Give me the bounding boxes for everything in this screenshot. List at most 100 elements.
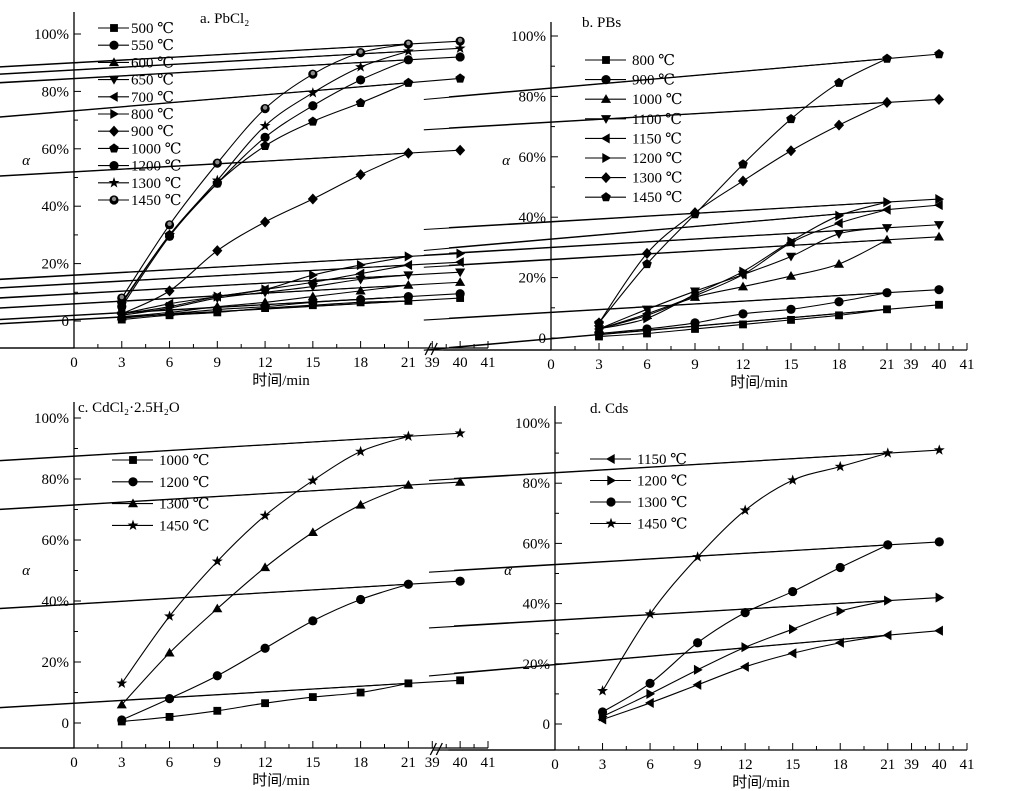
x-tick-label: 12 <box>258 755 273 771</box>
data-point <box>737 281 749 291</box>
series-line-tail <box>0 77 461 118</box>
series-1450C: 1450 ℃ <box>0 36 465 303</box>
x-tick-label: 39 <box>425 355 440 371</box>
legend-marker <box>108 91 118 102</box>
series-1200C: 1200 ℃ <box>0 475 465 725</box>
x-tick-label: 9 <box>214 755 222 771</box>
series-line <box>602 600 888 717</box>
legend-marker <box>108 75 120 85</box>
legend-marker <box>600 172 612 184</box>
data-point <box>260 562 271 572</box>
legend-marker <box>602 56 610 64</box>
data-point <box>355 97 366 107</box>
legend-label: 900 ℃ <box>131 124 174 140</box>
data-point <box>787 236 797 247</box>
data-point <box>597 707 608 717</box>
y-tick-label: 20% <box>42 655 70 671</box>
data-point <box>455 476 466 486</box>
data-point <box>260 216 271 228</box>
x-tick-label: 3 <box>595 357 603 373</box>
data-point <box>882 447 894 458</box>
data-point <box>933 221 945 230</box>
series-550C: 550 ℃ <box>0 38 465 323</box>
data-point <box>882 53 892 63</box>
legend-marker <box>602 152 612 164</box>
data-point <box>307 474 319 486</box>
x-tick-label: 18 <box>353 355 368 371</box>
data-point <box>691 325 699 333</box>
series-line-tail <box>453 597 940 627</box>
legend-marker-highlight <box>111 196 117 202</box>
x-axis-label: 时间/min <box>732 774 790 791</box>
data-point <box>935 300 943 309</box>
data-point <box>403 579 413 589</box>
data-point <box>355 169 366 181</box>
data-point <box>641 247 653 259</box>
y-axis-label: α <box>504 563 513 579</box>
data-point <box>642 258 652 269</box>
data-point <box>355 268 365 279</box>
chart-title: b. PBs <box>582 15 621 31</box>
legend-marker <box>127 519 139 531</box>
legend-marker <box>605 453 615 465</box>
x-tick-label: 40 <box>932 757 947 773</box>
data-point <box>835 311 843 320</box>
x-tick-label: 0 <box>551 757 559 773</box>
data-point <box>594 317 604 327</box>
series-line-tail <box>0 56 461 84</box>
series-line-tail <box>0 293 461 320</box>
data-point <box>402 430 414 441</box>
legend-label: 1000 ℃ <box>632 92 683 108</box>
y-tick-label: 60% <box>42 142 70 158</box>
series-1300C: 1300 ℃ <box>423 93 945 329</box>
y-tick-label: 100% <box>34 27 69 43</box>
series-1300C: 1300 ℃ <box>0 476 466 709</box>
data-point <box>881 224 893 233</box>
series-line-tail <box>0 580 461 609</box>
data-point <box>165 712 174 721</box>
axis-break-mark <box>429 742 443 756</box>
legend-label: 1000 ℃ <box>131 141 182 157</box>
series-1300C: 1300 ℃ <box>428 495 944 717</box>
legend-marker <box>108 177 120 188</box>
x-tick-label: 0 <box>547 357 555 373</box>
data-point <box>933 93 945 105</box>
legend-marker <box>129 456 137 464</box>
legend-label: 1200 ℃ <box>159 475 210 491</box>
data-point <box>260 140 270 151</box>
data-point <box>933 231 945 241</box>
data-point <box>164 694 175 704</box>
legend-label: 1450 ℃ <box>131 193 182 209</box>
legend-marker <box>600 94 612 103</box>
data-point <box>787 474 799 485</box>
data-point <box>934 49 944 59</box>
series-line-tail <box>453 449 940 480</box>
data-point <box>165 301 175 312</box>
x-tick-label: 3 <box>118 755 126 771</box>
data-point <box>211 555 223 567</box>
data-point <box>833 218 843 229</box>
data-point <box>356 294 366 305</box>
y-tick-label: 60% <box>523 536 551 552</box>
series-line-tail <box>0 481 461 510</box>
x-tick-label: 15 <box>305 355 320 371</box>
legend-label: 550 ℃ <box>131 38 174 54</box>
data-point <box>404 679 413 688</box>
data-point <box>403 271 414 281</box>
data-point <box>116 308 127 320</box>
data-point-highlight <box>406 40 411 46</box>
legend-marker <box>607 475 617 486</box>
data-point <box>164 229 176 240</box>
data-point <box>881 234 893 244</box>
data-point <box>835 210 845 221</box>
data-point <box>597 685 609 696</box>
data-point <box>307 527 318 537</box>
data-point <box>307 193 318 205</box>
data-point-highlight <box>457 37 463 43</box>
x-tick-label: 39 <box>904 357 919 373</box>
chart-panel-d: 0 3 6 9 12 15 18 21 39 40 41 0 20% 40% 60% 80% 100% 时间/mi… <box>428 401 975 791</box>
data-point <box>692 679 702 690</box>
data-point <box>259 509 271 521</box>
data-point <box>455 277 466 286</box>
series-650C: 650 ℃ <box>0 73 466 321</box>
